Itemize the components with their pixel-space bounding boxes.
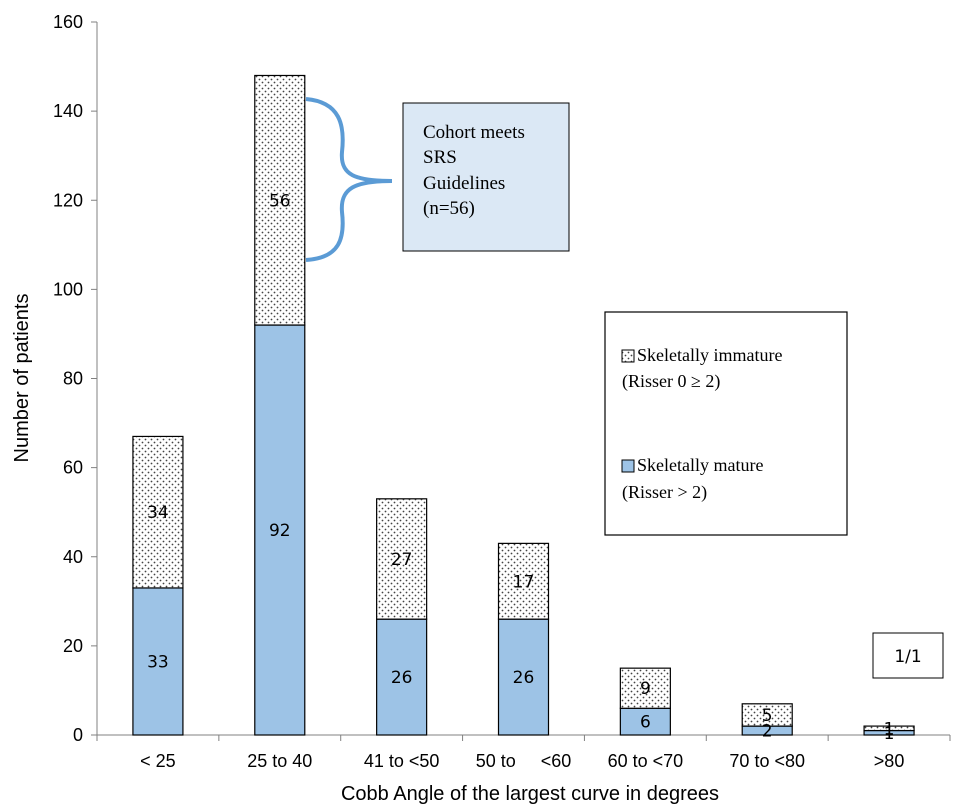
page-indicator: 1/1 (872, 632, 944, 679)
legend-note-immature: (Risser 0 ≥ 2) (622, 371, 720, 392)
bar-immature (254, 74, 306, 326)
y-tick-label: 100 (53, 279, 83, 299)
x-tick-labels: < 25 25 to 40 41 to <50 50 to <60 60 to <70 7… (140, 751, 904, 771)
data-label-mature: 2 (762, 722, 773, 742)
callout-line-2: SRS (423, 147, 457, 168)
bar-immature (497, 542, 550, 620)
legend-label-mature: Skeletally mature (637, 455, 763, 475)
data-label-mature: 92 (269, 521, 291, 541)
bar-mature (619, 707, 671, 736)
data-label-mature: 6 (640, 713, 651, 733)
bar-mature (497, 618, 550, 736)
bar-immature (741, 703, 793, 727)
bar-immature (619, 667, 671, 709)
legend: Skeletally immature (Risser 0 ≥ 2) Skele… (604, 311, 848, 536)
y-tick-label: 40 (63, 547, 83, 567)
legend-note-mature: (Risser > 2) (622, 482, 707, 503)
data-label-immature: 5 (762, 706, 773, 726)
y-tick-label: 140 (53, 101, 83, 121)
callout: Cohort meets SRS Guidelines (n=56) (305, 97, 570, 262)
data-label-mature: 1 (884, 724, 895, 744)
data-label-immature: 17 (513, 572, 535, 592)
x-tick-label: 50 to <60 (476, 751, 572, 771)
y-axis-title: Number of patients (11, 294, 33, 463)
page-indicator-box (872, 632, 944, 679)
bar-immature (132, 435, 184, 589)
callout-line-1: Cohort meets (423, 122, 525, 143)
brace-icon (305, 97, 393, 262)
legend-box (604, 311, 848, 536)
data-label-immature: 56 (269, 191, 291, 211)
y-tick-label: 0 (73, 725, 83, 745)
x-tick-label: >80 (874, 751, 905, 771)
callout-box (402, 102, 570, 252)
y-tick-label: 60 (63, 458, 83, 478)
y-tick-labels: 0 20 40 60 80 100 120 140 160 (53, 12, 83, 745)
legend-label-immature: Skeletally immature (637, 345, 782, 365)
bar-immature (863, 725, 915, 732)
y-tick-label: 160 (53, 12, 83, 32)
page-indicator-text: 1/1 (894, 647, 921, 667)
y-tick-label: 80 (63, 369, 83, 389)
data-label-mature: 33 (147, 652, 169, 672)
callout-line-4: (n=56) (423, 198, 475, 219)
bar-mature (254, 324, 306, 736)
legend-swatch-mature (621, 459, 635, 473)
x-tick-label: 25 to 40 (247, 751, 312, 771)
data-label-immature: 1 (884, 719, 895, 739)
data-label-mature: 26 (513, 668, 535, 688)
data-label-immature: 9 (640, 679, 651, 699)
x-tick-label: < 25 (140, 751, 176, 771)
data-label-immature: 27 (391, 550, 413, 570)
x-tick-label: 60 to <70 (608, 751, 684, 771)
data-label-immature: 34 (147, 503, 169, 523)
x-tick-label: 41 to <50 (364, 751, 440, 771)
x-axis-title: Cobb Angle of the largest curve in degre… (341, 783, 719, 805)
y-tick-label: 20 (63, 636, 83, 656)
legend-swatch-immature (621, 349, 635, 363)
x-tick-label: 70 to <80 (729, 751, 805, 771)
y-tick-label: 120 (53, 190, 83, 210)
data-label-mature: 26 (391, 668, 413, 688)
callout-line-3: Guidelines (423, 173, 505, 194)
bar-immature (376, 498, 428, 620)
